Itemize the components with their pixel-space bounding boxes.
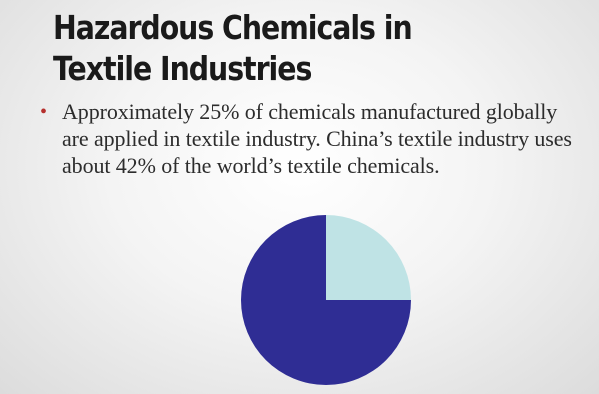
pie-slice-1 (326, 215, 411, 300)
bullet-marker: • (40, 101, 48, 123)
pie-slice-2 (241, 215, 411, 385)
bullet-item: • Approximately 25% of chemicals manufac… (40, 98, 588, 179)
slide-title-line-2: Textile Industries (53, 49, 312, 88)
slide-title-line-1: Hazardous Chemicals in (53, 8, 413, 47)
bullet-text: Approximately 25% of chemicals manufactu… (62, 99, 572, 178)
slide-title: Hazardous Chemicals in Textile Industrie… (53, 7, 500, 89)
